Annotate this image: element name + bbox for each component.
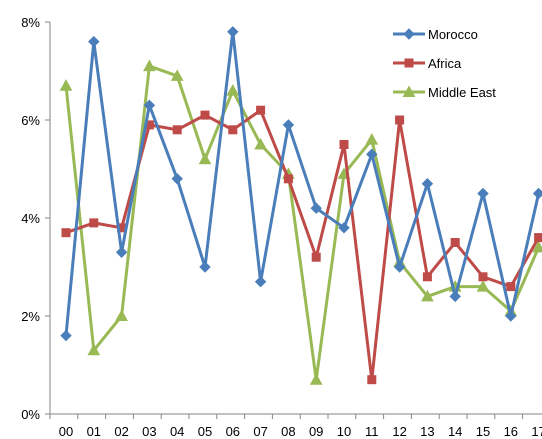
data-point <box>115 246 128 259</box>
data-point <box>476 280 490 292</box>
x-tick-label: 16 <box>504 424 518 439</box>
x-tick-label: 03 <box>142 424 156 439</box>
data-point <box>309 373 323 385</box>
legend: Morocco Africa Middle East <box>393 27 496 100</box>
data-point <box>87 343 101 356</box>
data-point <box>477 187 489 200</box>
series-africa <box>61 105 542 385</box>
series-morocco <box>60 26 542 342</box>
data-point <box>393 261 406 273</box>
data-point <box>366 148 378 161</box>
axes: 0% 2% 4% 6% 8% 00 01 02 03 04 05 06 07 08 09 10 11 12 13 14… <box>21 15 542 439</box>
data-point <box>478 272 488 282</box>
data-point <box>143 99 156 112</box>
x-tick-label: 09 <box>309 424 323 439</box>
y-tick-label: 8% <box>21 15 40 30</box>
x-tick-label: 06 <box>226 424 240 439</box>
legend-label: Morocco <box>428 27 478 42</box>
data-point <box>311 252 321 262</box>
x-tick-label: 01 <box>87 424 101 439</box>
data-point <box>365 133 379 145</box>
data-point <box>395 115 405 125</box>
data-point <box>532 187 542 200</box>
x-tick-label: 07 <box>253 424 267 439</box>
data-point <box>422 272 432 282</box>
legend-marker <box>404 58 414 68</box>
data-point <box>171 173 183 185</box>
x-tick-label: 05 <box>198 424 212 439</box>
series-line <box>65 108 540 382</box>
series-layer <box>59 26 542 385</box>
data-point <box>198 152 212 165</box>
data-point <box>506 282 516 292</box>
legend-item: Morocco <box>393 27 478 42</box>
y-tick-label: 2% <box>21 309 40 324</box>
x-tick-label: 04 <box>170 424 184 439</box>
data-point <box>282 119 295 131</box>
x-tick-label: 10 <box>337 424 351 439</box>
x-tick-label: 11 <box>365 424 379 439</box>
data-point <box>89 218 99 228</box>
x-tick-label: 15 <box>476 424 490 439</box>
data-point <box>60 329 72 342</box>
series-line <box>64 64 540 382</box>
series-line <box>64 30 541 336</box>
data-point <box>421 177 434 190</box>
data-point <box>227 26 239 38</box>
series-middle-east <box>59 59 542 385</box>
legend-marker <box>402 85 416 97</box>
data-point <box>339 140 349 149</box>
data-point <box>228 125 238 135</box>
x-tick-label: 14 <box>448 424 462 439</box>
data-point <box>59 79 73 91</box>
data-point <box>88 35 100 48</box>
data-point <box>143 59 156 72</box>
x-tick-label: 02 <box>114 424 128 439</box>
legend-marker <box>403 28 415 40</box>
y-tick-label: 6% <box>21 113 40 128</box>
data-point <box>367 375 377 385</box>
x-tick-label: 13 <box>420 424 434 439</box>
data-point <box>254 275 267 288</box>
data-point <box>254 137 267 150</box>
legend-item: Middle East <box>393 85 496 100</box>
legend-label: Africa <box>428 56 462 71</box>
x-tick-label: 17 <box>531 424 542 439</box>
legend-item: Africa <box>393 56 462 71</box>
data-point <box>450 238 460 247</box>
data-point <box>534 233 542 243</box>
data-point <box>170 69 184 81</box>
data-point <box>172 125 182 135</box>
y-tick-label: 0% <box>21 407 40 422</box>
data-point <box>256 105 266 115</box>
data-point <box>532 240 542 253</box>
data-point <box>226 84 240 96</box>
data-point <box>200 110 210 120</box>
data-point <box>61 228 71 238</box>
y-tick-label: 4% <box>21 211 40 226</box>
data-point <box>338 222 350 234</box>
x-tick-label: 12 <box>392 424 406 439</box>
data-point <box>449 290 461 303</box>
data-point <box>115 309 128 321</box>
data-point <box>505 310 517 322</box>
data-point <box>199 261 211 273</box>
legend-label: Middle East <box>428 85 496 100</box>
x-tick-label: 08 <box>281 424 295 439</box>
data-point <box>310 202 322 214</box>
x-tick-label: 00 <box>59 424 73 439</box>
data-point <box>283 174 293 184</box>
data-point <box>421 289 434 302</box>
